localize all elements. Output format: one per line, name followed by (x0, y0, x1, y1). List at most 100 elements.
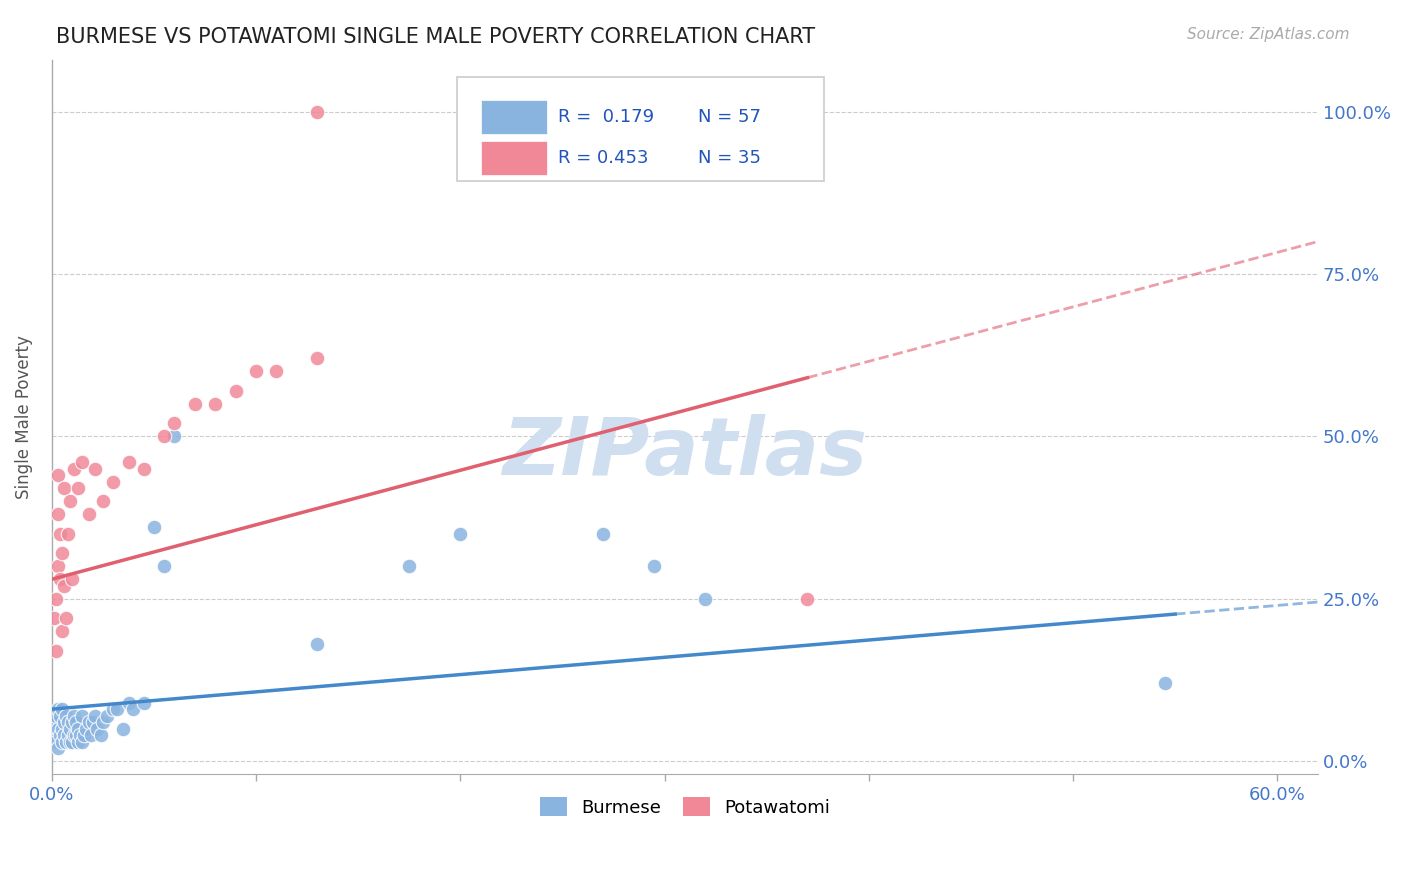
Point (55, 611, 77, 625)
Point (51, 722, 73, 736)
Point (153, 429, 176, 443)
Point (49, 728, 72, 742)
Point (79, 728, 101, 742)
Point (83, 462, 105, 476)
Text: N = 35: N = 35 (697, 149, 761, 167)
Point (63, 462, 86, 476)
FancyBboxPatch shape (481, 142, 547, 175)
Point (51, 702, 73, 716)
Point (56, 715, 79, 730)
Point (204, 397, 226, 411)
Point (46, 559, 69, 574)
Point (91, 494, 114, 508)
Text: Source: ZipAtlas.com: Source: ZipAtlas.com (1187, 27, 1350, 42)
Point (49, 708, 72, 723)
Point (72, 734, 94, 748)
Point (72, 708, 94, 723)
Point (63, 728, 86, 742)
Point (60, 715, 83, 730)
Point (46, 702, 69, 716)
Point (118, 455, 141, 469)
Point (59, 494, 82, 508)
Point (63, 708, 86, 723)
Point (56, 526, 79, 541)
Point (77, 715, 100, 730)
Point (163, 417, 186, 431)
Point (46, 468, 69, 483)
Point (142, 520, 165, 534)
Point (59, 734, 82, 748)
Point (49, 526, 72, 541)
Point (96, 708, 118, 723)
Point (307, 351, 329, 366)
Point (51, 546, 73, 560)
Text: R =  0.179: R = 0.179 (558, 108, 654, 126)
Point (67, 722, 90, 736)
Point (72, 455, 94, 469)
Point (73, 728, 96, 742)
Point (76, 722, 98, 736)
Point (51, 734, 73, 748)
Text: R = 0.453: R = 0.453 (558, 149, 648, 167)
Point (592, 526, 614, 541)
Point (132, 696, 155, 710)
Point (45, 643, 67, 657)
Text: N = 57: N = 57 (697, 108, 761, 126)
Point (46, 741, 69, 756)
Y-axis label: Single Male Poverty: Single Male Poverty (15, 334, 32, 499)
FancyBboxPatch shape (481, 101, 547, 134)
Point (46, 508, 69, 522)
Point (1154, 676, 1177, 690)
Point (86, 722, 108, 736)
Point (42, 728, 65, 742)
Point (51, 624, 73, 639)
Point (101, 702, 124, 716)
Point (307, 104, 329, 119)
Point (60, 572, 83, 586)
Point (53, 481, 76, 495)
Point (77, 508, 100, 522)
Point (112, 722, 135, 736)
Point (225, 384, 247, 398)
Point (45, 591, 67, 606)
Point (45, 708, 67, 723)
Point (153, 559, 176, 574)
Point (55, 734, 77, 748)
Point (266, 364, 288, 378)
Point (398, 559, 420, 574)
Point (53, 579, 76, 593)
Point (65, 728, 87, 742)
Text: BURMESE VS POTAWATOMI SINGLE MALE POVERTY CORRELATION CHART: BURMESE VS POTAWATOMI SINGLE MALE POVERT… (56, 27, 815, 46)
Point (83, 708, 105, 723)
Text: ZIPatlas: ZIPatlas (502, 414, 868, 491)
Point (307, 637, 329, 651)
Point (55, 708, 77, 723)
Point (643, 559, 665, 574)
Point (42, 611, 65, 625)
Point (82, 715, 104, 730)
Point (245, 364, 267, 378)
Point (118, 696, 141, 710)
FancyBboxPatch shape (457, 78, 824, 181)
Point (56, 728, 79, 742)
Point (42, 715, 65, 730)
Point (163, 429, 186, 443)
Point (122, 702, 145, 716)
Point (449, 526, 471, 541)
Point (101, 475, 124, 489)
Point (132, 462, 155, 476)
Point (45, 734, 67, 748)
Point (105, 702, 128, 716)
Point (695, 591, 717, 606)
Legend: Burmese, Potawatomi: Burmese, Potawatomi (530, 789, 839, 826)
Point (91, 715, 114, 730)
Point (53, 715, 76, 730)
Point (53, 728, 76, 742)
Point (59, 722, 82, 736)
Point (46, 722, 69, 736)
Point (67, 734, 90, 748)
Point (65, 715, 87, 730)
Point (67, 481, 90, 495)
Point (60, 734, 83, 748)
Point (49, 572, 72, 586)
